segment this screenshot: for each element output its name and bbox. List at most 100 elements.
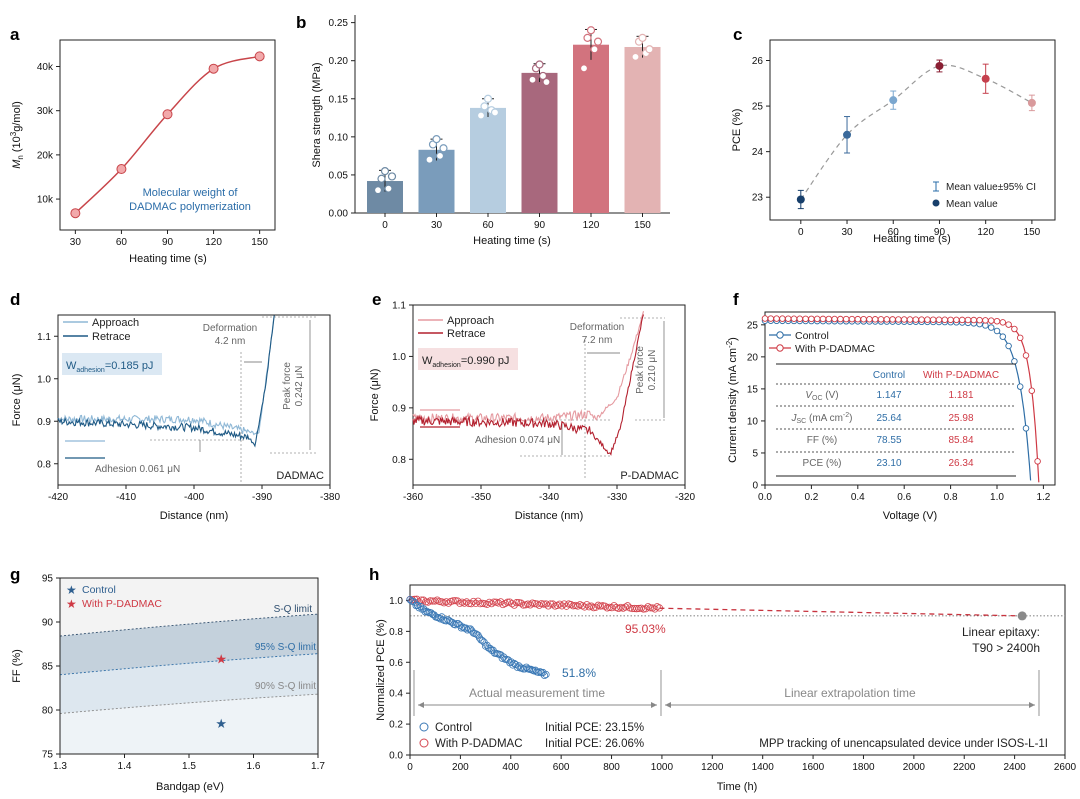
- h-ytick-label: 0.6: [389, 658, 403, 669]
- star-marker: ★: [215, 652, 227, 667]
- sample-point: [535, 60, 544, 69]
- stability-point-control: [451, 621, 459, 629]
- sample-point: [435, 151, 445, 160]
- peak-force-value-d: 0.242 μN: [294, 366, 305, 407]
- legend-ci-label: Mean value±95% CI: [946, 182, 1036, 193]
- jv-point: [877, 316, 885, 323]
- plot-frame-h: [409, 584, 1066, 756]
- a-xtick-label: 150: [251, 237, 268, 248]
- legend-pdadmac-label-h: With P-DADMAC: [435, 738, 523, 750]
- y-axis-label-f: Current density (mA cm-2): [725, 337, 739, 463]
- jv-point: [906, 316, 914, 323]
- stability-point-pdadmac: [646, 604, 654, 612]
- f-ytick-label: 5: [752, 448, 758, 459]
- sample-point: [387, 172, 397, 181]
- h-xtick-label: 1200: [701, 762, 724, 773]
- h-xtick-label: 2000: [903, 762, 926, 773]
- stability-point-pdadmac: [549, 600, 557, 608]
- linear-epitaxy-line-2: T90 > 2400h: [972, 641, 1040, 655]
- x-axis-label-h: Time (h): [717, 781, 758, 793]
- h-xtick-label: 600: [553, 762, 570, 773]
- x-axis-label-f: Voltage (V): [883, 510, 937, 522]
- h-ytick-label: 0.8: [389, 627, 403, 638]
- mean-point: [935, 61, 944, 70]
- jv-point: [924, 316, 931, 323]
- a-xtick-label: 90: [162, 237, 174, 248]
- stability-point-pdadmac: [420, 596, 428, 604]
- plot-frame-f: [764, 311, 1056, 486]
- h-ytick-label: 0.2: [389, 720, 403, 731]
- legend-g: ★ Control ★ With P-DADMAC: [66, 583, 162, 611]
- sample-point: [538, 71, 548, 81]
- adhesion-energy-box-d: [62, 353, 162, 375]
- sample-point: [483, 94, 493, 103]
- time-range-arrows: [413, 670, 1040, 716]
- stability-point-pdadmac: [488, 600, 496, 608]
- stability-point-control: [536, 668, 544, 676]
- jv-point: [831, 315, 838, 323]
- peak-force-value-e: 0.210 μN: [647, 350, 658, 391]
- jv-point: [854, 315, 862, 323]
- stability-point-control: [478, 637, 487, 645]
- jv-point: [796, 315, 804, 323]
- adhesion-force-d: Adhesion 0.061 μN: [95, 464, 180, 475]
- stability-point-pdadmac: [556, 600, 564, 608]
- a-ytick-label: 30k: [37, 106, 54, 117]
- stability-point-pdadmac: [628, 604, 636, 613]
- legend-retrace-label-e: Retrace: [447, 328, 486, 340]
- stability-point-pdadmac: [546, 600, 555, 608]
- h-xtick-label: 2200: [953, 762, 976, 773]
- control-final-value: 51.8%: [562, 666, 596, 680]
- stability-point-pdadmac: [426, 597, 435, 605]
- y-axis-label-b: Shera strength (MPa): [311, 62, 323, 167]
- adhesion-energy-e: Wadhesion=0.990 pJ: [422, 355, 509, 369]
- panel-label-g: g: [10, 565, 20, 584]
- jv-point: [883, 316, 891, 323]
- e-ytick-label: 0.8: [392, 455, 406, 466]
- jv-point: [1028, 387, 1036, 394]
- stability-point-pdadmac: [503, 598, 512, 606]
- jv-point: [918, 316, 925, 323]
- g-xtick-label: 1.4: [118, 761, 132, 772]
- sample-point: [542, 77, 551, 87]
- c-ytick-label: 24: [752, 147, 764, 158]
- h-ytick-label: 1.0: [389, 596, 403, 607]
- sq90-limit-label: 90% S-Q limit: [255, 681, 316, 692]
- sample-point: [425, 155, 434, 164]
- stability-point-pdadmac: [580, 603, 589, 611]
- jv-point: [808, 315, 815, 323]
- sample-point: [583, 33, 592, 42]
- f-xtick-label: 1.0: [990, 492, 1004, 503]
- jv-point: [779, 315, 786, 322]
- stability-point-pdadmac: [583, 601, 591, 609]
- c-xtick-label: 90: [934, 227, 946, 238]
- stability-point-pdadmac: [592, 603, 600, 611]
- jv-point: [993, 317, 1001, 325]
- row-voc-control: 1.147: [876, 390, 901, 401]
- sample-point: [528, 75, 537, 84]
- adhesion-energy-box-e: [418, 348, 518, 370]
- c-xtick-label: 150: [1024, 227, 1041, 238]
- d-ytick-label: 0.9: [37, 417, 51, 428]
- bar-90: [521, 72, 558, 213]
- g-ytick-label: 90: [42, 618, 54, 629]
- f-xtick-label: 0.6: [897, 492, 911, 503]
- c-xtick-label: 60: [888, 227, 900, 238]
- legend-mean-label: Mean value: [946, 199, 998, 210]
- y-axis-label-e: Force (μN): [369, 369, 381, 422]
- b-xtick-label: 60: [482, 220, 494, 231]
- h-ytick-label: 0.4: [389, 689, 403, 700]
- stability-point-pdadmac: [469, 597, 478, 606]
- jv-point: [866, 316, 873, 323]
- arrows-e: [420, 321, 665, 455]
- sample-point: [439, 144, 448, 153]
- legend-pdadmac-label-g: With P-DADMAC: [82, 598, 162, 610]
- a-xtick-label: 120: [205, 237, 222, 248]
- y-axis-label-a: Mn (103g/mol): [9, 101, 25, 169]
- stability-point-pdadmac: [478, 599, 487, 607]
- stability-point-control: [528, 666, 537, 674]
- control-marker-icon: [419, 722, 429, 732]
- jv-point: [825, 315, 833, 323]
- y-axis-label-h: Normalized PCE (%): [375, 619, 387, 720]
- c-ytick-label: 26: [752, 56, 764, 67]
